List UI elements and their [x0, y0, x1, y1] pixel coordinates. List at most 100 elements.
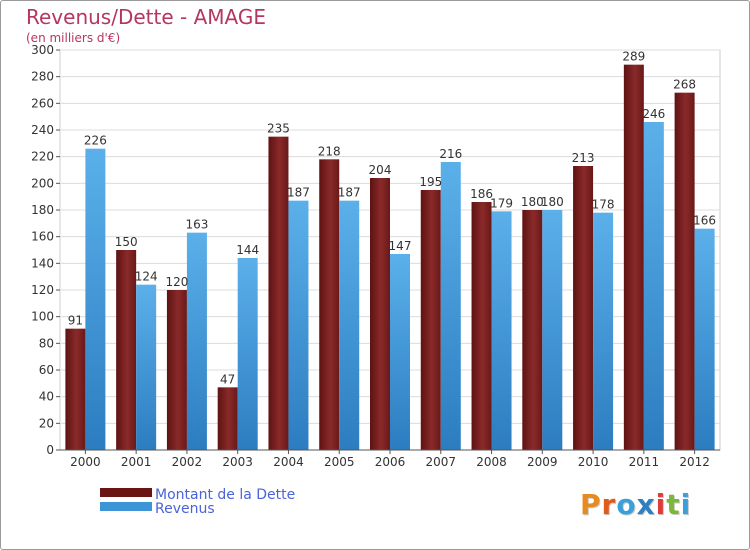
data-label: 187 — [338, 186, 361, 200]
data-label: 180 — [541, 195, 564, 209]
bar-revenue — [390, 254, 410, 450]
bar-revenue — [85, 148, 106, 450]
proxiti-logo: Proxiti — [580, 488, 691, 521]
y-tick-label: 240 — [31, 123, 54, 137]
data-label: 213 — [572, 151, 595, 165]
data-label: 186 — [470, 187, 493, 201]
x-tick-label: 2009 — [527, 455, 558, 469]
bar-debt — [370, 178, 390, 450]
data-label: 180 — [521, 195, 544, 209]
bar-revenue — [136, 284, 157, 450]
legend-swatch-revenue — [100, 502, 152, 511]
bar-debt — [116, 250, 137, 450]
bar-revenue — [694, 228, 715, 450]
value-labels: 91 226 150 124 120 163 47 144 235 187 218 187 204 147… — [68, 50, 716, 387]
bar-revenue — [440, 162, 461, 450]
bar-revenue — [339, 200, 360, 450]
y-tick-label: 80 — [39, 336, 54, 350]
x-tick-label: 2002 — [172, 455, 203, 469]
legend-label-revenue: Revenus — [155, 501, 215, 517]
bar-revenue — [593, 212, 614, 450]
bar-revenue — [643, 122, 664, 450]
data-label: 178 — [592, 198, 615, 212]
bar-revenue — [491, 211, 512, 450]
bar-debt — [420, 190, 441, 450]
data-label: 204 — [369, 163, 392, 177]
y-tick-label: 120 — [31, 283, 54, 297]
y-tick-label: 180 — [31, 203, 54, 217]
data-label: 124 — [135, 270, 158, 284]
x-tick-label: 2004 — [273, 455, 304, 469]
bars — [65, 64, 715, 451]
x-tick-label: 2008 — [476, 455, 507, 469]
x-tick-label: 2003 — [222, 455, 253, 469]
y-tick-label: 300 — [31, 43, 54, 57]
logo-letter: r — [601, 488, 617, 521]
bar-debt — [217, 387, 238, 450]
y-axis-ticks: 0 20 40 60 80 100 120 140 160 180 200 220 240 260 280 3… — [31, 43, 60, 457]
x-tick-label: 2010 — [578, 455, 609, 469]
bar-debt — [319, 159, 340, 451]
chart-subtitle: (en milliers d'€) — [26, 31, 120, 45]
data-label: 91 — [68, 314, 83, 328]
data-label: 163 — [185, 218, 208, 232]
bar-revenue — [542, 210, 563, 450]
bar-revenue — [237, 258, 258, 450]
legend: Montant de la Dette Revenus — [100, 487, 295, 517]
data-label: 47 — [220, 372, 235, 386]
y-tick-label: 280 — [31, 70, 54, 84]
bar-debt — [674, 92, 695, 451]
data-label: 289 — [622, 50, 645, 64]
y-tick-label: 160 — [31, 230, 54, 244]
bar-revenue — [288, 200, 309, 450]
data-label: 187 — [287, 186, 310, 200]
logo-letter: P — [580, 488, 602, 521]
data-label: 235 — [267, 122, 290, 136]
data-label: 150 — [115, 235, 138, 249]
plot-area: 0 20 40 60 80 100 120 140 160 180 200 220 240 260 280 3… — [31, 43, 721, 469]
data-label: 246 — [642, 107, 665, 121]
data-label: 195 — [419, 175, 442, 189]
data-label: 120 — [165, 275, 188, 289]
logo-letter: i — [655, 488, 667, 521]
x-tick-label: 2000 — [70, 455, 101, 469]
x-tick-label: 2006 — [375, 455, 406, 469]
logo-letter: x — [636, 488, 656, 521]
data-label: 166 — [693, 214, 716, 228]
y-tick-label: 200 — [31, 176, 54, 190]
y-tick-label: 0 — [46, 443, 54, 457]
x-tick-label: 2007 — [425, 455, 456, 469]
y-tick-label: 20 — [39, 416, 54, 430]
logo-letter: o — [616, 488, 637, 521]
bar-debt — [65, 328, 86, 450]
x-tick-label: 2001 — [121, 455, 152, 469]
x-axis-ticks: 2000 2001 2002 2003 2004 2005 2006 2007 2008 2009… — [70, 450, 710, 469]
data-label: 179 — [490, 196, 513, 210]
data-label: 226 — [84, 134, 107, 148]
logo-letter: i — [680, 488, 692, 521]
x-tick-label: 2005 — [324, 455, 355, 469]
bar-debt — [522, 210, 543, 450]
chart-title: Revenus/Dette - AMAGE — [26, 5, 266, 29]
y-tick-label: 140 — [31, 256, 54, 270]
y-tick-label: 40 — [39, 390, 54, 404]
data-label: 144 — [236, 243, 259, 257]
logo-letter: t — [666, 488, 681, 521]
x-tick-label: 2012 — [679, 455, 710, 469]
data-label: 268 — [673, 78, 696, 92]
y-tick-label: 60 — [39, 363, 54, 377]
bar-debt — [268, 136, 289, 450]
y-tick-label: 220 — [31, 150, 54, 164]
x-tick-label: 2011 — [629, 455, 660, 469]
data-label: 147 — [389, 239, 412, 253]
bar-debt — [623, 64, 644, 451]
bar-revenue — [186, 232, 207, 450]
legend-label-debt: Montant de la Dette — [155, 487, 295, 503]
bar-debt — [166, 290, 187, 450]
bar-debt — [573, 166, 594, 450]
legend-swatch-debt — [100, 488, 152, 497]
data-label: 216 — [439, 147, 462, 161]
y-tick-label: 100 — [31, 310, 54, 324]
bar-debt — [471, 202, 492, 450]
